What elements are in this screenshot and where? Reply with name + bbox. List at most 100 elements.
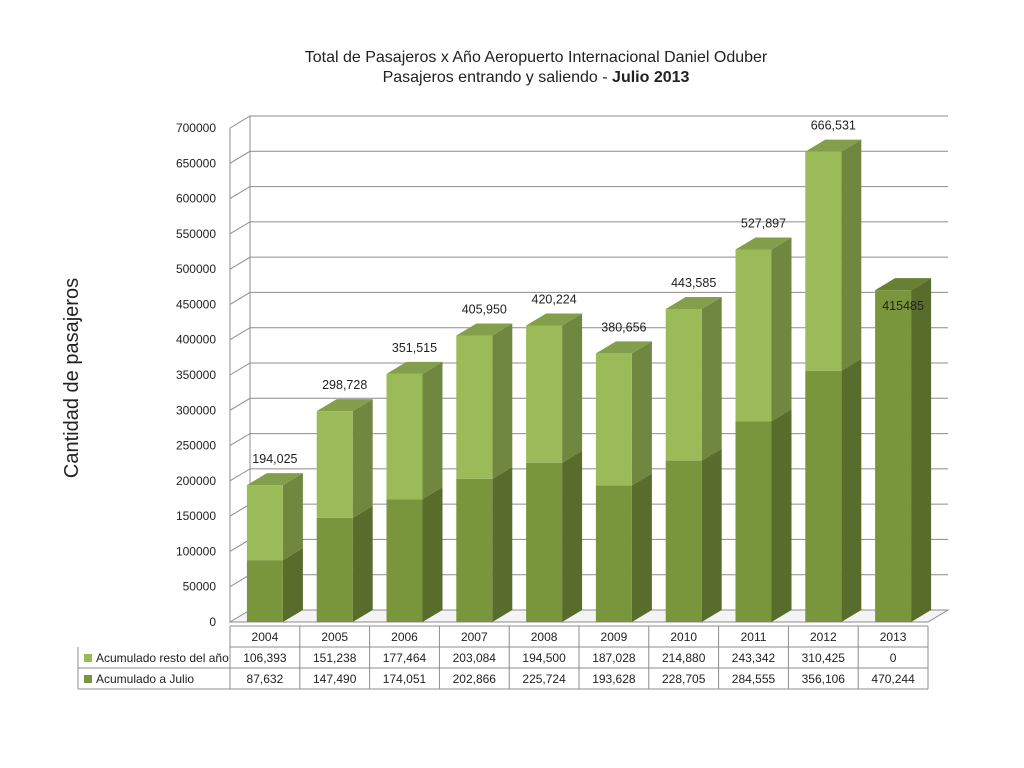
bar-side xyxy=(352,505,373,622)
bar-side xyxy=(422,361,443,500)
table-cell: 202,866 xyxy=(453,672,497,686)
bar-side xyxy=(771,409,792,622)
table-cell: 225,724 xyxy=(522,672,566,686)
x-tick-label: 2009 xyxy=(601,630,628,644)
table-cell: 193,628 xyxy=(592,672,636,686)
bar-2007-julio xyxy=(456,466,513,622)
table-cell: 243,342 xyxy=(732,651,776,665)
bar-top xyxy=(595,341,652,354)
data-labels: 194,025 298,728 351,515 405,950 420,224 380,6… xyxy=(252,119,924,466)
bar-2011-julio xyxy=(735,409,792,622)
bar-side xyxy=(631,341,652,486)
table-cell: 356,106 xyxy=(802,672,846,686)
legend-swatch xyxy=(84,675,92,683)
bar-side xyxy=(562,450,583,622)
bar-side xyxy=(282,548,303,622)
chart-subtitle-bold: Julio 2013 xyxy=(612,69,689,86)
total-label-2010: 443,585 xyxy=(671,276,716,290)
x-tick-label: 2005 xyxy=(321,630,348,644)
bar-2004-resto xyxy=(246,473,303,561)
y-tick-labels: 0 50000 100000 150000 200000 250000 300000 3500… xyxy=(176,121,216,629)
total-label-2004: 194,025 xyxy=(252,452,297,466)
data-table: 2004 2005 2006 2007 2008 2009 2010 2011 2012 2013… xyxy=(77,625,929,690)
y-tick-label: 450000 xyxy=(176,297,216,311)
gridline xyxy=(229,256,948,270)
bar-side xyxy=(562,313,583,463)
bar-front xyxy=(665,460,702,622)
y-tick-label: 0 xyxy=(209,615,216,629)
bar-top xyxy=(316,399,373,412)
bar-2005-resto xyxy=(316,399,373,518)
bar-side xyxy=(911,278,932,622)
bars xyxy=(246,139,932,622)
bar-top xyxy=(526,313,583,326)
bar-side xyxy=(492,466,513,622)
x-tick-label: 2010 xyxy=(670,630,697,644)
y-tick-label: 550000 xyxy=(176,227,216,241)
total-label-2005: 298,728 xyxy=(322,378,367,392)
total-label-2013: 415485 xyxy=(882,299,924,313)
total-label-2006: 351,515 xyxy=(392,341,437,355)
x-tick-label: 2004 xyxy=(252,630,279,644)
table-cell: 147,490 xyxy=(313,672,357,686)
bar-top xyxy=(875,278,932,291)
x-tick-label: 2006 xyxy=(391,630,418,644)
bar-2004-julio xyxy=(246,548,303,622)
table-cell: 174,051 xyxy=(383,672,427,686)
bar-side xyxy=(771,237,792,422)
bar-front xyxy=(316,517,353,622)
bar-2010-resto xyxy=(665,296,722,461)
table-cell: 0 xyxy=(890,651,897,665)
table-cell: 177,464 xyxy=(383,651,427,665)
bar-front xyxy=(316,411,353,518)
gridline xyxy=(229,115,948,129)
y-tick-label: 500000 xyxy=(176,262,216,276)
bar-2005-julio xyxy=(316,505,373,622)
bar-top xyxy=(735,237,792,250)
total-label-2009: 380,656 xyxy=(601,320,646,334)
table-cell: 151,238 xyxy=(313,651,357,665)
x-tick-label: 2008 xyxy=(531,630,558,644)
x-tick-label: 2013 xyxy=(880,630,907,644)
bar-side xyxy=(352,399,373,518)
y-tick-label: 650000 xyxy=(176,156,216,170)
bar-2008-resto xyxy=(526,313,583,463)
bar-front xyxy=(595,485,632,622)
bar-side xyxy=(841,358,862,622)
legend-entry: Acumulado a Julio xyxy=(96,672,194,686)
bar-2010-julio xyxy=(665,448,722,622)
y-tick-label: 200000 xyxy=(176,474,216,488)
table-cell: 194,500 xyxy=(522,651,566,665)
bar-front xyxy=(665,308,702,461)
chart-subtitle-prefix: Pasajeros entrando y saliendo - xyxy=(383,69,612,86)
bar-side xyxy=(701,448,722,622)
bar-side xyxy=(841,139,862,371)
legend-entry: Acumulado resto del año xyxy=(96,651,229,665)
table-cell: 470,244 xyxy=(871,672,915,686)
chart-subtitle: Pasajeros entrando y saliendo - Julio 20… xyxy=(383,69,690,86)
bar-2013-julio xyxy=(875,278,932,622)
bar-front xyxy=(875,290,912,622)
table-cell: 106,393 xyxy=(243,651,287,665)
bar-front xyxy=(526,325,563,463)
bar-top xyxy=(456,323,513,336)
y-axis-label: Cantidad de pasajeros xyxy=(61,278,83,478)
y-tick-label: 700000 xyxy=(176,121,216,135)
bar-side xyxy=(282,473,303,561)
bar-2012-resto xyxy=(805,139,862,371)
table-cell: 228,705 xyxy=(662,672,706,686)
y-tick-label: 100000 xyxy=(176,544,216,558)
bar-front xyxy=(456,335,493,479)
bar-front xyxy=(735,249,772,422)
x-tick-label: 2012 xyxy=(810,630,837,644)
bar-front xyxy=(386,499,423,622)
y-tick-label: 600000 xyxy=(176,192,216,206)
x-tick-label: 2011 xyxy=(741,630,767,644)
total-label-2012: 666,531 xyxy=(811,119,856,133)
bar-2011-resto xyxy=(735,237,792,422)
bar-top xyxy=(386,361,443,374)
bar-2012-julio xyxy=(805,358,862,622)
total-label-2011: 527,897 xyxy=(741,216,786,230)
bar-side xyxy=(631,473,652,622)
